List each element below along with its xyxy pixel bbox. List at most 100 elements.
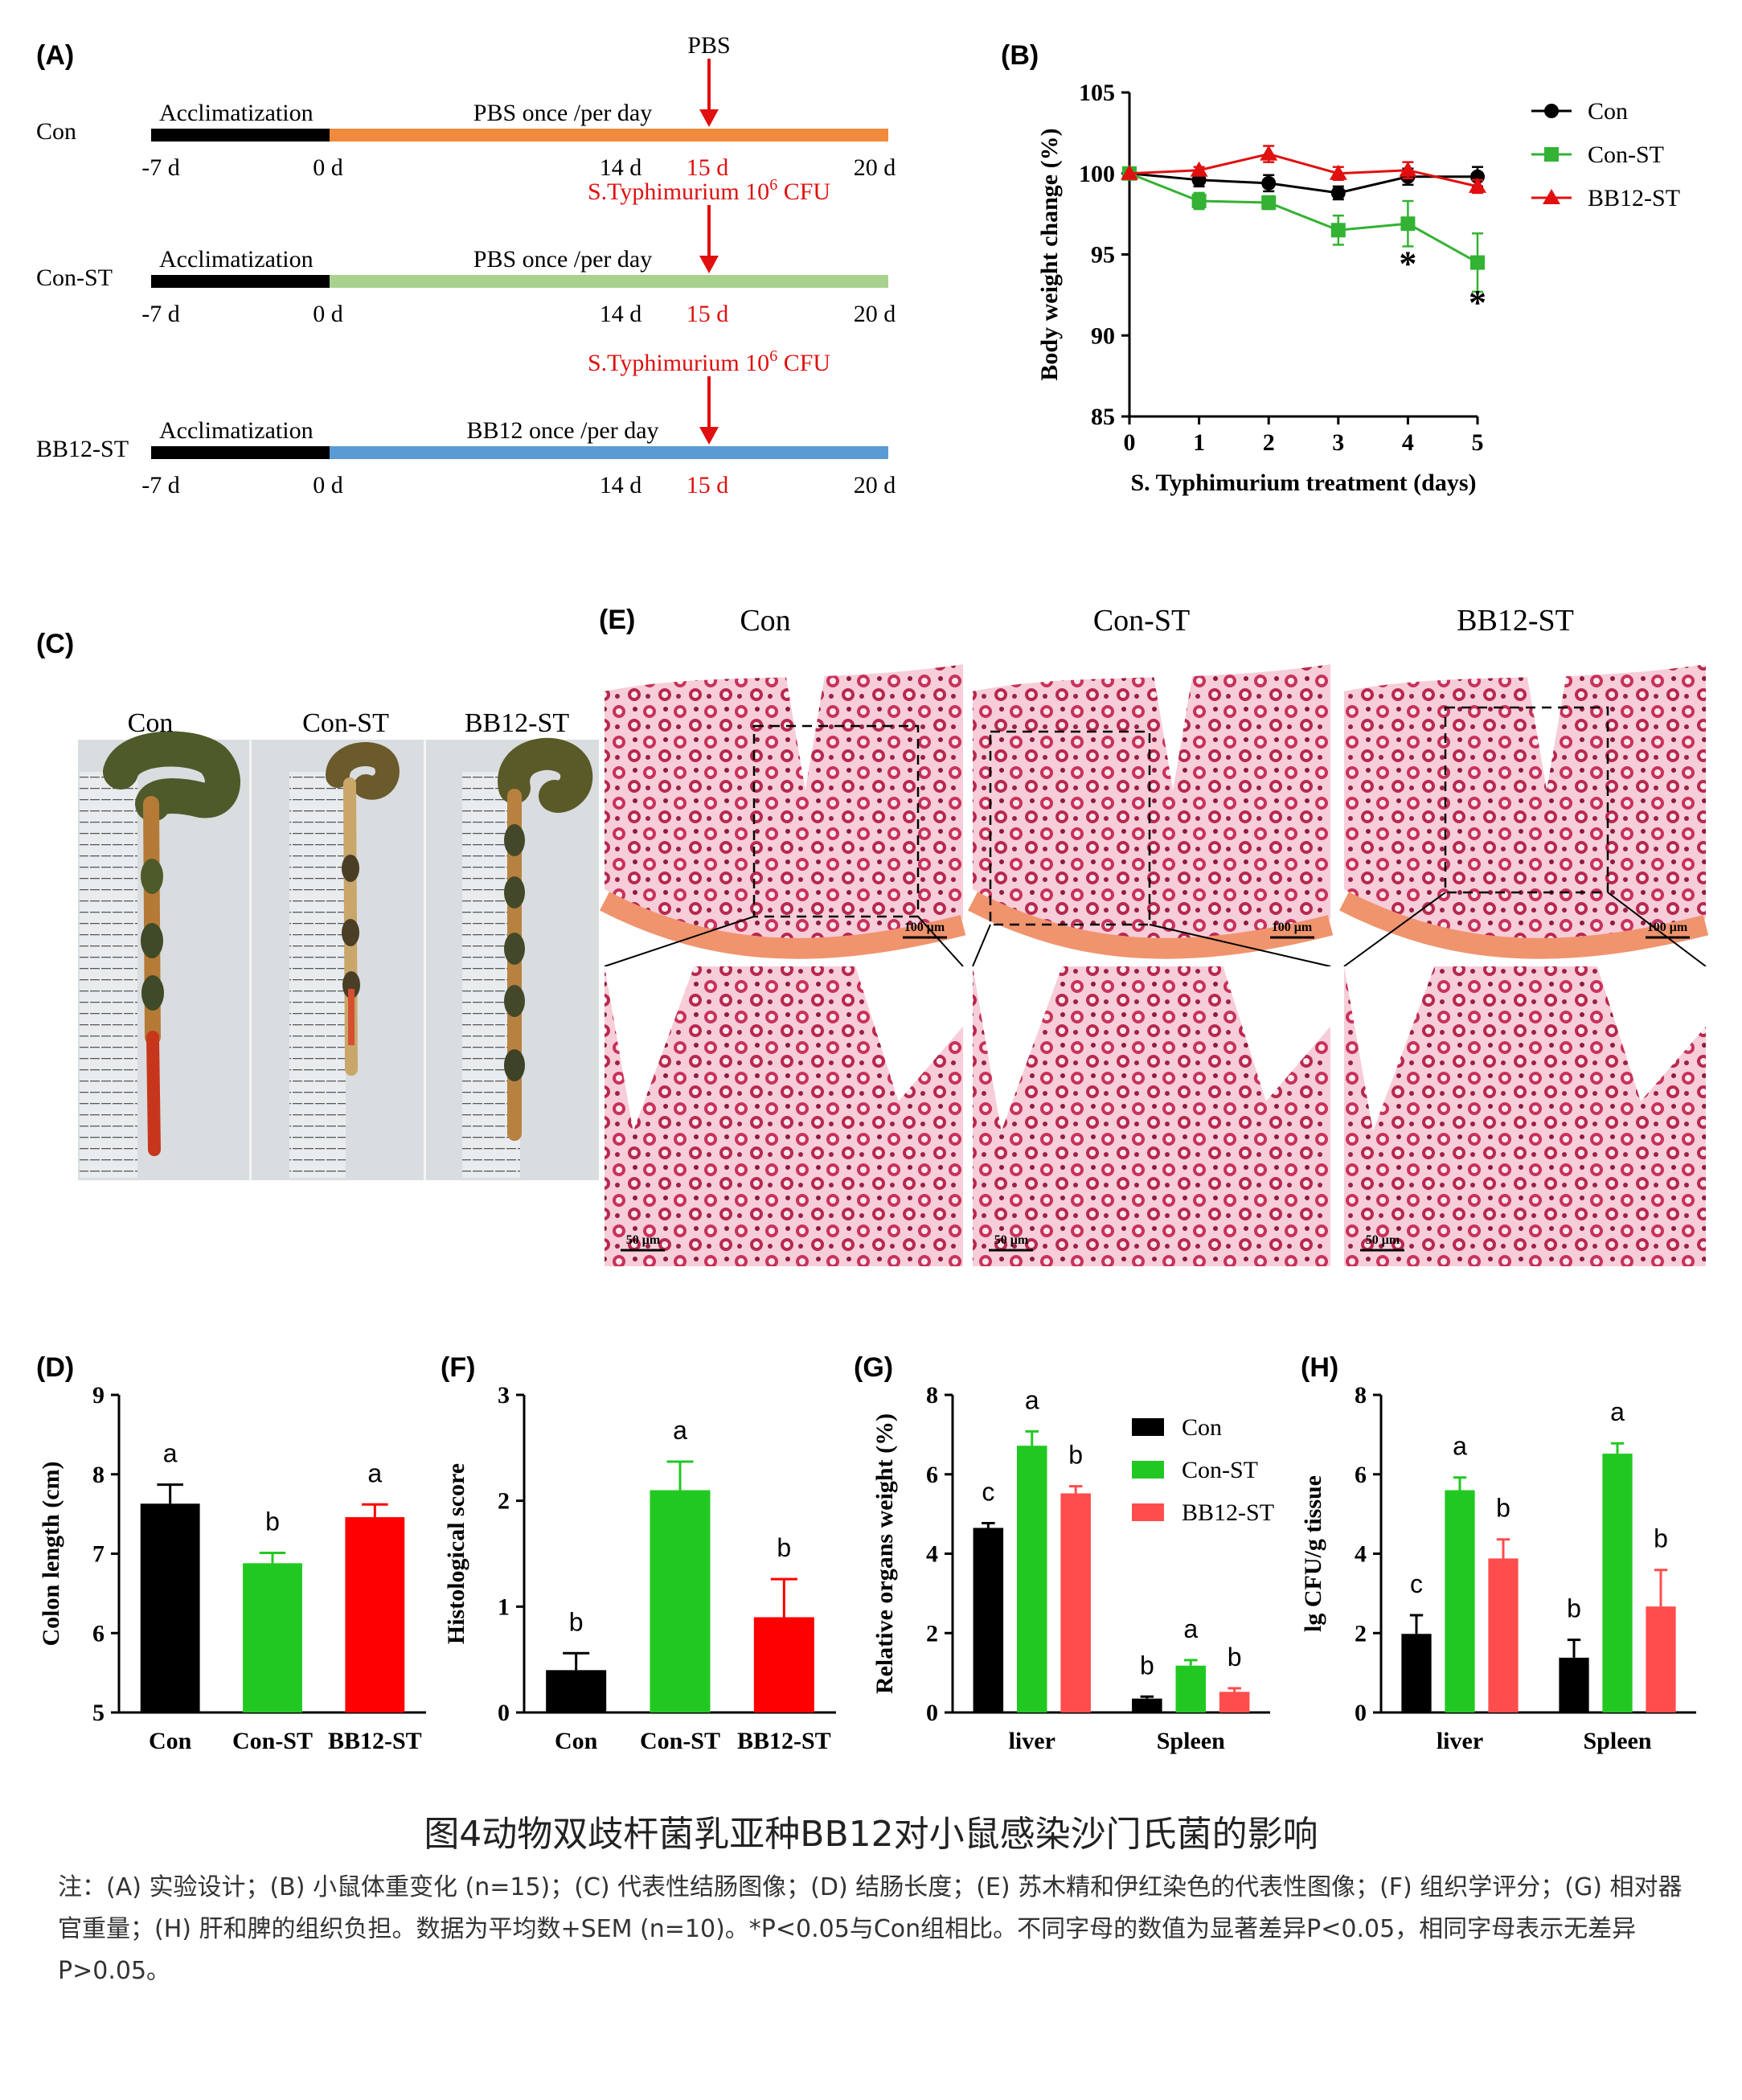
data-point — [1469, 177, 1486, 193]
y-tick-label: 6 — [92, 1620, 105, 1647]
y-axis-title: Colon length (cm) — [38, 1462, 64, 1647]
bar — [243, 1563, 302, 1712]
data-point — [1330, 185, 1346, 200]
he-group-label: Con — [740, 604, 790, 638]
x-category-label: Spleen — [1157, 1728, 1225, 1754]
challenge-arrow-label: S.Typhimurium 106 CFU — [588, 176, 830, 205]
timeline-treatment-label: PBS once /per day — [473, 100, 652, 126]
x-tick-label: 2 — [1263, 429, 1275, 456]
x-category-label: BB12-ST — [328, 1728, 422, 1754]
histology-tissue — [973, 664, 1330, 941]
challenge-arrow-head — [699, 109, 719, 127]
significance-letter: a — [367, 1458, 382, 1487]
histology-tissue — [605, 664, 963, 941]
timeline-day-tick: -7 d — [141, 301, 180, 327]
series-line — [1129, 172, 1478, 264]
bar — [1646, 1606, 1676, 1712]
data-point — [1190, 161, 1208, 177]
challenge-arrow-label: S.Typhimurium 106 CFU — [588, 347, 830, 376]
photo-divider — [424, 740, 426, 1180]
significance-letter: b — [1654, 1524, 1668, 1553]
crypt-lumen — [1151, 663, 1195, 790]
y-axis-title: Relative organs weight (%) — [871, 1413, 898, 1694]
y-tick-label: 8 — [1355, 1382, 1367, 1409]
crypt-lumen — [855, 966, 963, 1101]
zoom-region-box — [1444, 706, 1609, 894]
timeline-day-tick: 15 d — [687, 301, 729, 327]
colon-group-label: BB12-ST — [465, 708, 570, 738]
y-tick-label: 7 — [92, 1541, 105, 1568]
y-tick-label: 8 — [92, 1462, 105, 1488]
ruler-graphic — [289, 772, 346, 1178]
data-point — [1261, 175, 1277, 191]
timeline-day-tick: 20 d — [854, 301, 896, 327]
crypt-lumen — [1525, 663, 1568, 790]
data-point — [1400, 216, 1416, 232]
legend-label: Con — [1588, 98, 1628, 125]
scale-bar-label: 50 μm — [626, 1233, 661, 1247]
scale-bar-label: 100 μm — [904, 921, 945, 934]
bar — [753, 1617, 814, 1712]
timeline-group-label: Con — [36, 118, 76, 145]
timeline-treatment-bar — [330, 129, 888, 142]
bar — [1445, 1490, 1475, 1712]
y-tick-label: 0 — [1355, 1700, 1367, 1726]
crypt-lumen — [1223, 966, 1330, 1101]
legend-label: Con-ST — [1588, 142, 1664, 168]
y-tick-label: 9 — [92, 1382, 105, 1409]
timeline-day-tick: 15 d — [687, 472, 729, 498]
x-tick-label: 1 — [1193, 429, 1205, 456]
bar — [345, 1517, 405, 1712]
panel-e-label: (E) — [599, 605, 635, 635]
x-category-label: Con — [555, 1728, 598, 1754]
scale-bar-label: 100 μm — [1647, 921, 1688, 934]
significance-letter: b — [1496, 1494, 1510, 1523]
timeline-acclimatization-label: Acclimatization — [159, 246, 314, 273]
zoom-connector-line — [1607, 892, 1707, 967]
panel-f-label: (F) — [441, 1352, 475, 1383]
x-category-label: BB12-ST — [737, 1728, 831, 1754]
zoom-connector-line — [1343, 892, 1446, 967]
colon-group-label: Con-ST — [302, 708, 389, 738]
challenge-arrow-head — [699, 427, 719, 445]
panel-b-label: (B) — [1001, 40, 1039, 71]
x-axis-title: S. Typhimurium treatment (days) — [1130, 470, 1476, 496]
colon-specimen-bb12-st — [498, 737, 593, 1141]
y-tick-label: 0 — [498, 1700, 510, 1726]
timeline-treatment-label: BB12 once /per day — [466, 417, 658, 444]
timeline-day-tick: -7 d — [141, 472, 180, 498]
timeline-group-label: BB12-ST — [36, 436, 129, 462]
colon-specimen-con-st — [326, 742, 400, 1076]
legend-label: BB12-ST — [1588, 185, 1680, 211]
y-tick-label: 85 — [1091, 404, 1115, 430]
bar — [1175, 1665, 1207, 1712]
y-tick-label: 2 — [1355, 1620, 1367, 1647]
panel-c-label: (C) — [36, 629, 74, 659]
legend-label: BB12-ST — [1182, 1499, 1274, 1526]
y-tick-label: 2 — [498, 1488, 510, 1515]
y-tick-label: 4 — [926, 1541, 938, 1568]
y-tick-label: 3 — [498, 1382, 510, 1409]
timeline-acclimatization-label: Acclimatization — [159, 100, 314, 126]
timeline-acclimatization-label: Acclimatization — [159, 417, 314, 444]
panel-g-label: (G) — [854, 1352, 893, 1383]
x-category-label: Con-ST — [640, 1728, 720, 1754]
legend-swatch — [1132, 1461, 1164, 1479]
significance-letter: b — [1068, 1441, 1083, 1470]
ruler-graphic — [80, 772, 137, 1178]
data-point — [1470, 255, 1485, 270]
panel-a-timeline: (A) Con Acclimatization PBS once /per day -… — [36, 32, 896, 498]
timeline-day-tick: 0 d — [313, 154, 343, 181]
data-point — [1121, 164, 1138, 180]
bar — [1488, 1558, 1519, 1712]
series-line — [1129, 172, 1478, 195]
data-point — [1191, 194, 1207, 209]
zoom-connector-line — [604, 916, 755, 967]
figure-caption-note: 注：(A) 实验设计；(B) 小鼠体重变化 (n=15)；(C) 代表性结肠图像… — [58, 1873, 1683, 1985]
panel-d-colon-length: (D) 5 6 7 8 9 Colon length (cm) a Con b Con-ST a BB… — [36, 1352, 426, 1754]
timeline-day-tick: 14 d — [600, 301, 642, 327]
legend-marker — [1544, 104, 1559, 118]
series-line — [1129, 153, 1478, 188]
significance-letter: b — [265, 1507, 280, 1536]
y-tick-label: 2 — [926, 1620, 938, 1647]
